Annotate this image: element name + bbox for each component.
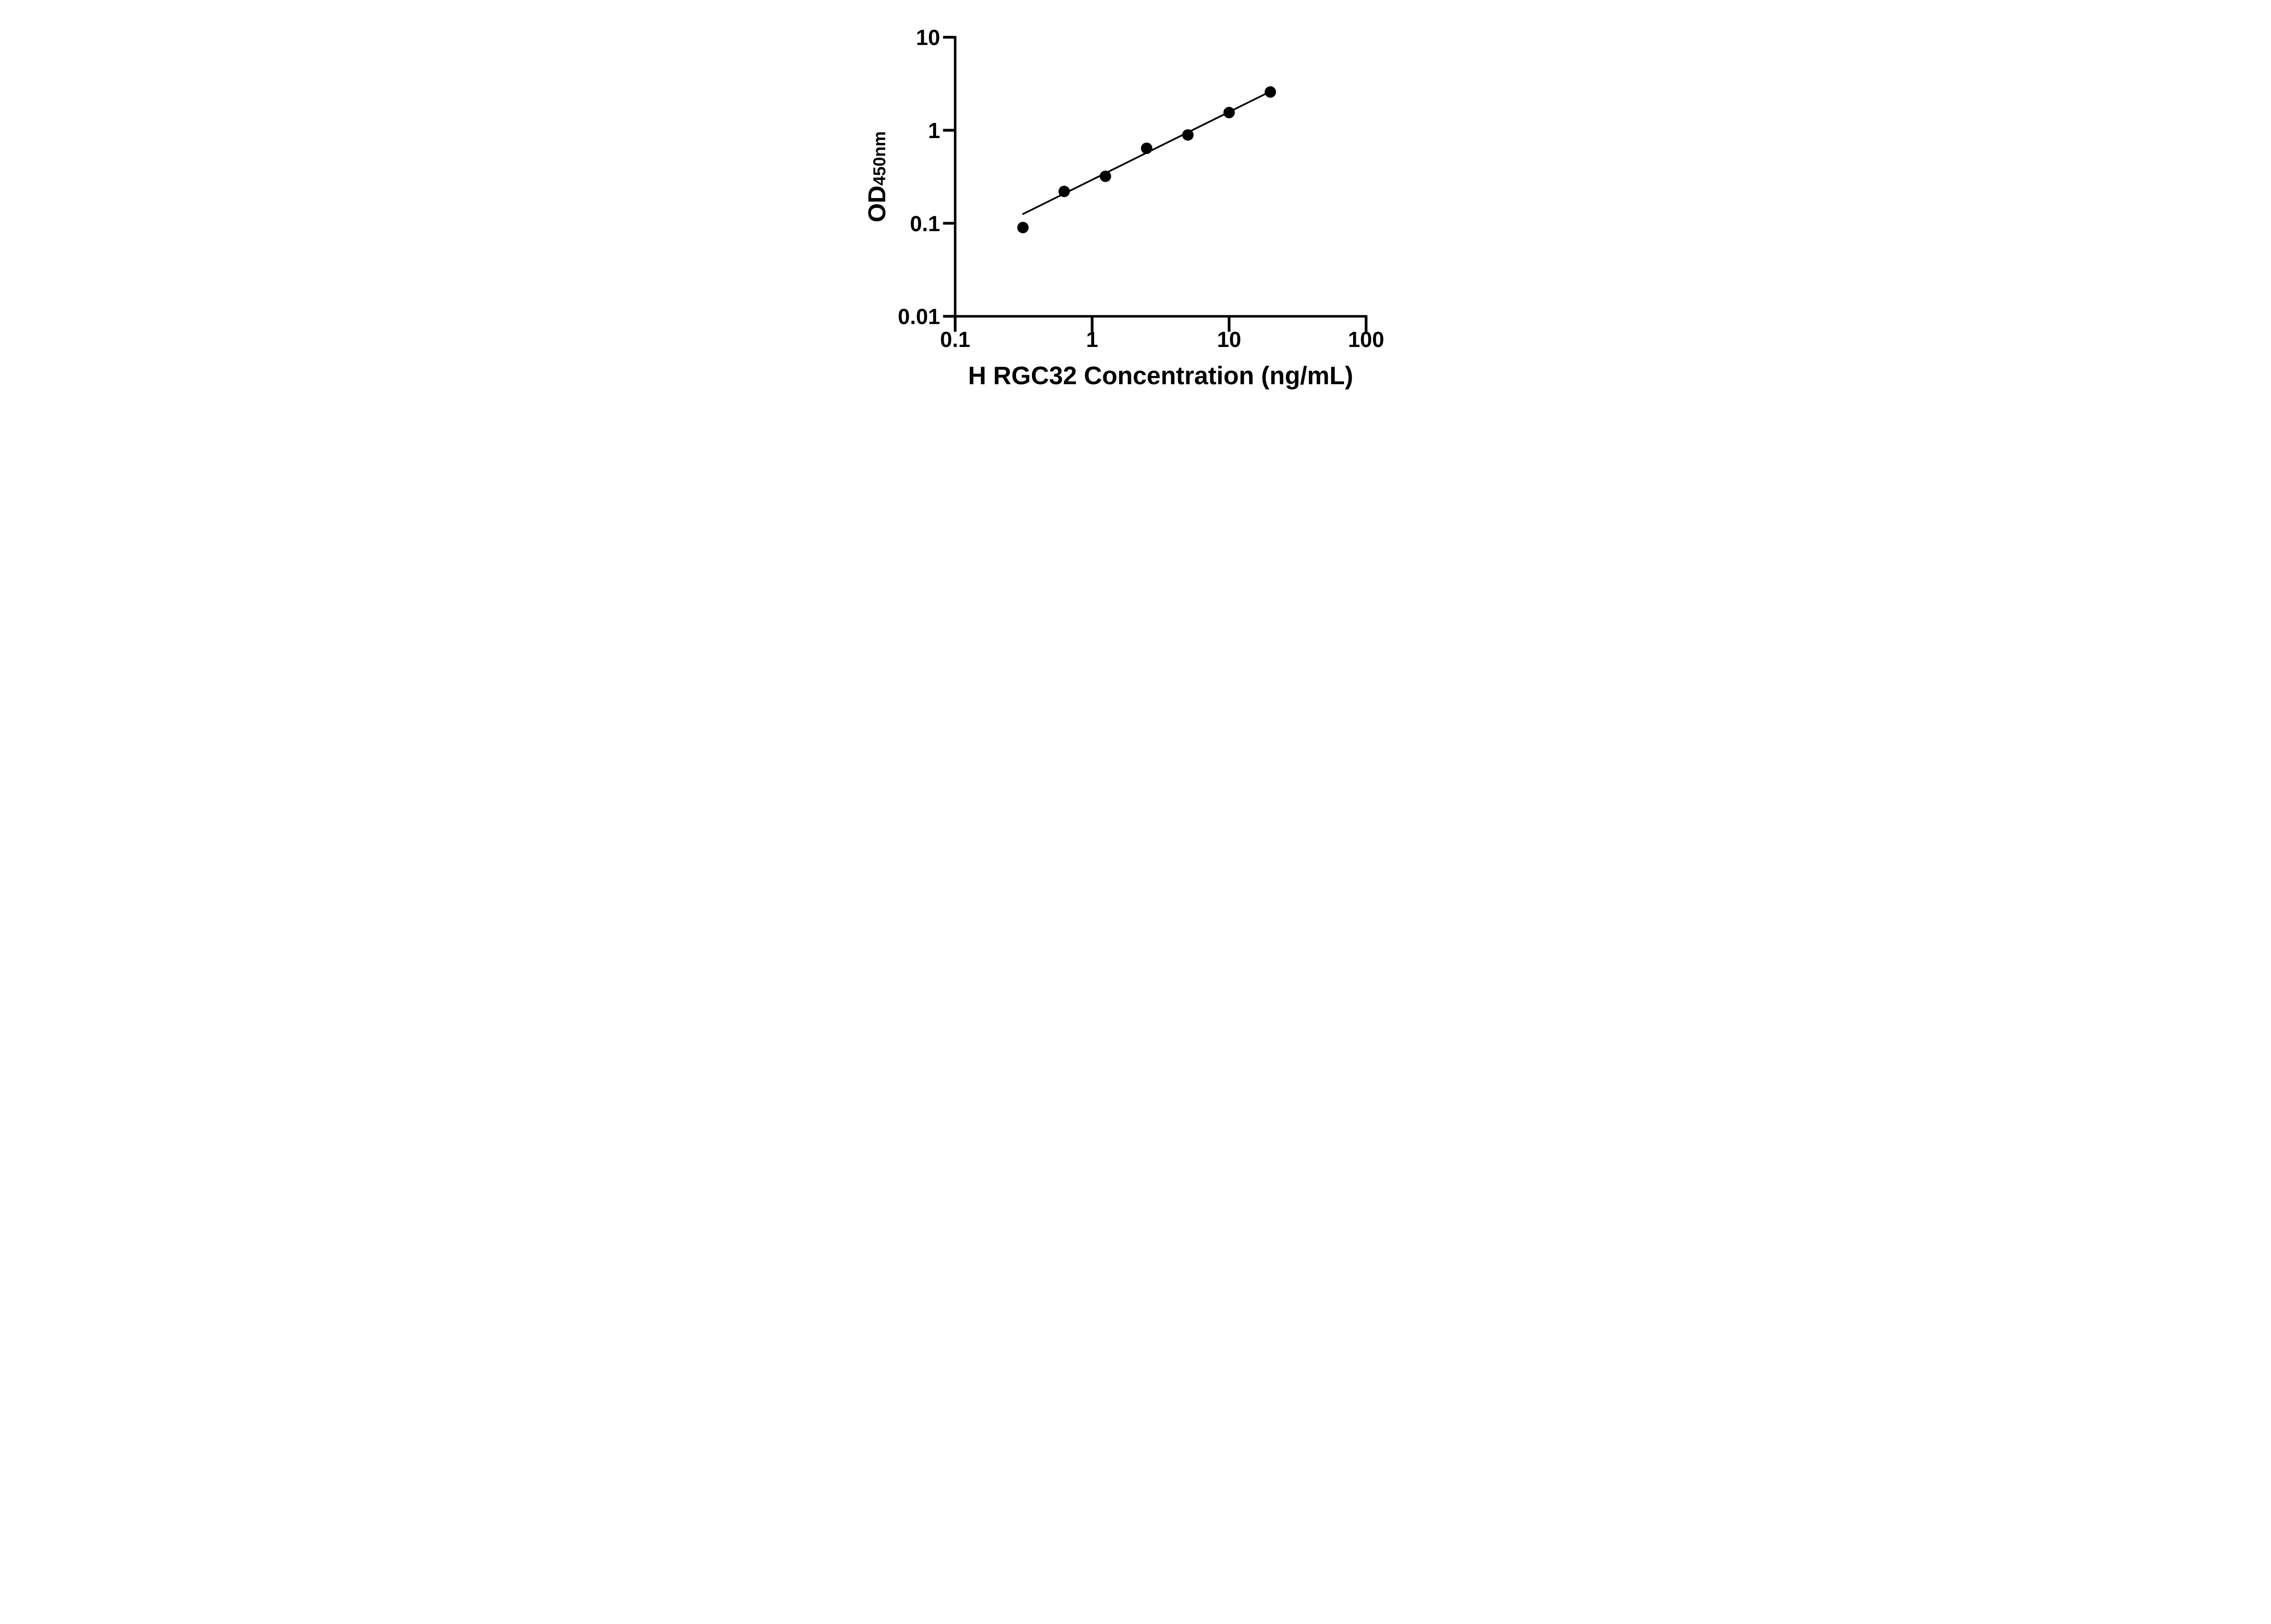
y-axis-title-main: OD xyxy=(863,185,891,222)
x-tick-label: 0.1 xyxy=(940,328,970,352)
y-tick-label: 1 xyxy=(928,119,940,143)
y-tick-label: 10 xyxy=(916,26,940,50)
x-tick-label: 100 xyxy=(1348,328,1384,352)
y-tick-label: 0.1 xyxy=(910,212,940,236)
data-point xyxy=(1017,222,1029,233)
data-points-layer xyxy=(1017,86,1276,233)
data-point xyxy=(1140,142,1153,154)
data-point xyxy=(1182,129,1194,141)
y-axis-title-subscript: 450nm xyxy=(870,131,889,185)
data-point xyxy=(1058,185,1070,198)
x-tick-label: 1 xyxy=(1086,328,1098,352)
data-point xyxy=(1264,86,1276,98)
data-point xyxy=(1223,107,1235,119)
axes-layer xyxy=(943,35,1368,332)
data-point xyxy=(1100,170,1111,182)
figure: 10 1 0.1 0.01 0.1 1 10 100 H RGC32 Concentration… xyxy=(840,0,1431,409)
y-tick-label: 0.01 xyxy=(898,305,940,329)
x-axis-title: H RGC32 Concentration (ng/mL) xyxy=(968,361,1353,390)
x-tick-label: 10 xyxy=(1217,328,1241,352)
y-axis-title: OD450nm xyxy=(863,131,891,223)
